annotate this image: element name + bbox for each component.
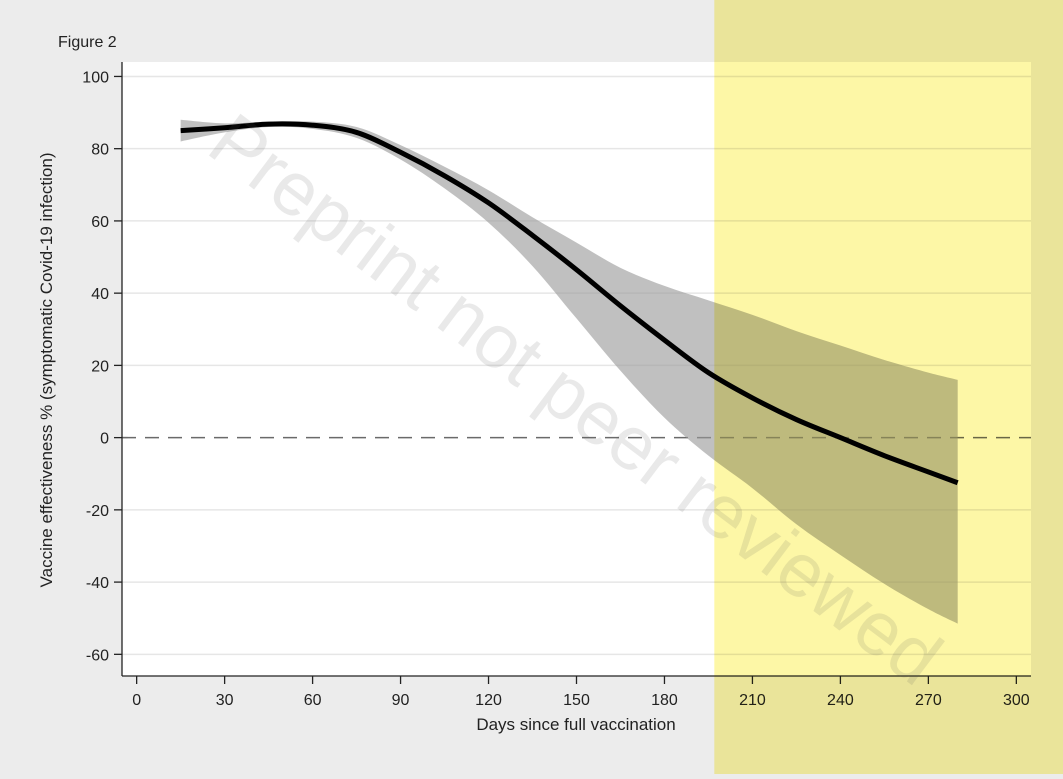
y-axis-label: Vaccine effectiveness % (symptomatic Cov… bbox=[37, 153, 56, 588]
y-tick-label: -40 bbox=[86, 575, 109, 592]
figure-label: Figure 2 bbox=[58, 34, 117, 51]
y-tick-label: 100 bbox=[82, 69, 109, 86]
x-axis-label: Days since full vaccination bbox=[476, 715, 675, 734]
y-tick-label: 0 bbox=[100, 431, 109, 448]
highlight-band bbox=[714, 0, 1063, 774]
x-tick-label: 150 bbox=[563, 692, 590, 709]
y-tick-label: -20 bbox=[86, 503, 109, 520]
y-tick-label: 80 bbox=[91, 142, 109, 159]
y-tick-label: 60 bbox=[91, 214, 109, 231]
x-tick-label: 180 bbox=[651, 692, 678, 709]
x-tick-label: 90 bbox=[392, 692, 410, 709]
x-tick-label: 120 bbox=[475, 692, 502, 709]
y-tick-label: 40 bbox=[91, 286, 109, 303]
y-tick-label: 20 bbox=[91, 358, 109, 375]
y-tick-label: -60 bbox=[86, 647, 109, 664]
x-tick-label: 60 bbox=[304, 692, 322, 709]
x-tick-label: 0 bbox=[132, 692, 141, 709]
x-tick-label: 30 bbox=[216, 692, 234, 709]
